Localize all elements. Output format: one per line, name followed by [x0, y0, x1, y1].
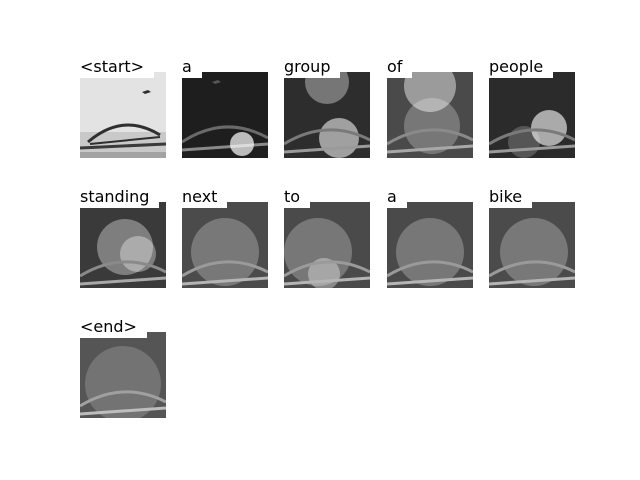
word-cell-end: <end> — [80, 288, 166, 418]
attention-thumbnail — [387, 202, 473, 288]
attention-top-bottom-image — [284, 72, 370, 158]
word-cell-a: a — [182, 28, 268, 158]
attention-diffuse-image — [387, 202, 473, 288]
attention-soft-image — [80, 332, 166, 418]
word-cell-people: people — [489, 28, 575, 158]
word-label: <start> — [80, 56, 154, 78]
word-cell-start: <start> — [80, 28, 166, 158]
word-cell-group: group — [284, 28, 370, 158]
noisy-bridge-image — [80, 72, 166, 158]
attention-thumbnail — [80, 72, 166, 158]
attention-thumbnail — [182, 72, 268, 158]
word-label: a — [182, 56, 202, 78]
word-label: of — [387, 56, 412, 78]
attention-thumbnail — [80, 202, 166, 288]
word-label: to — [284, 186, 310, 208]
word-label: people — [489, 56, 553, 78]
attention-diffuse-image — [489, 202, 575, 288]
attention-thumbnail — [284, 202, 370, 288]
attention-thumbnail — [284, 72, 370, 158]
word-cell-bike: bike — [489, 158, 575, 288]
word-label: next — [182, 186, 227, 208]
attention-thumbnail — [387, 72, 473, 158]
word-cell-standing: standing — [80, 158, 166, 288]
attention-diffuse-image — [182, 202, 268, 288]
attention-center-image — [80, 202, 166, 288]
attention-thumbnail — [489, 72, 575, 158]
word-cell-next: next — [182, 158, 268, 288]
attention-thumbnail — [489, 202, 575, 288]
word-cell-a-2: a — [387, 158, 473, 288]
word-cell-to: to — [284, 158, 370, 288]
word-label: group — [284, 56, 340, 78]
word-label: a — [387, 186, 407, 208]
attention-diffuse-left-image — [284, 202, 370, 288]
attention-right-center-image — [489, 72, 575, 158]
word-cell-of: of — [387, 28, 473, 158]
word-label: bike — [489, 186, 532, 208]
word-label: standing — [80, 186, 159, 208]
word-label: <end> — [80, 316, 147, 338]
attention-thumbnail — [80, 332, 166, 418]
attention-thumbnail — [182, 202, 268, 288]
dark-bridge-highlight-image — [182, 72, 268, 158]
attention-top-center-image — [387, 72, 473, 158]
